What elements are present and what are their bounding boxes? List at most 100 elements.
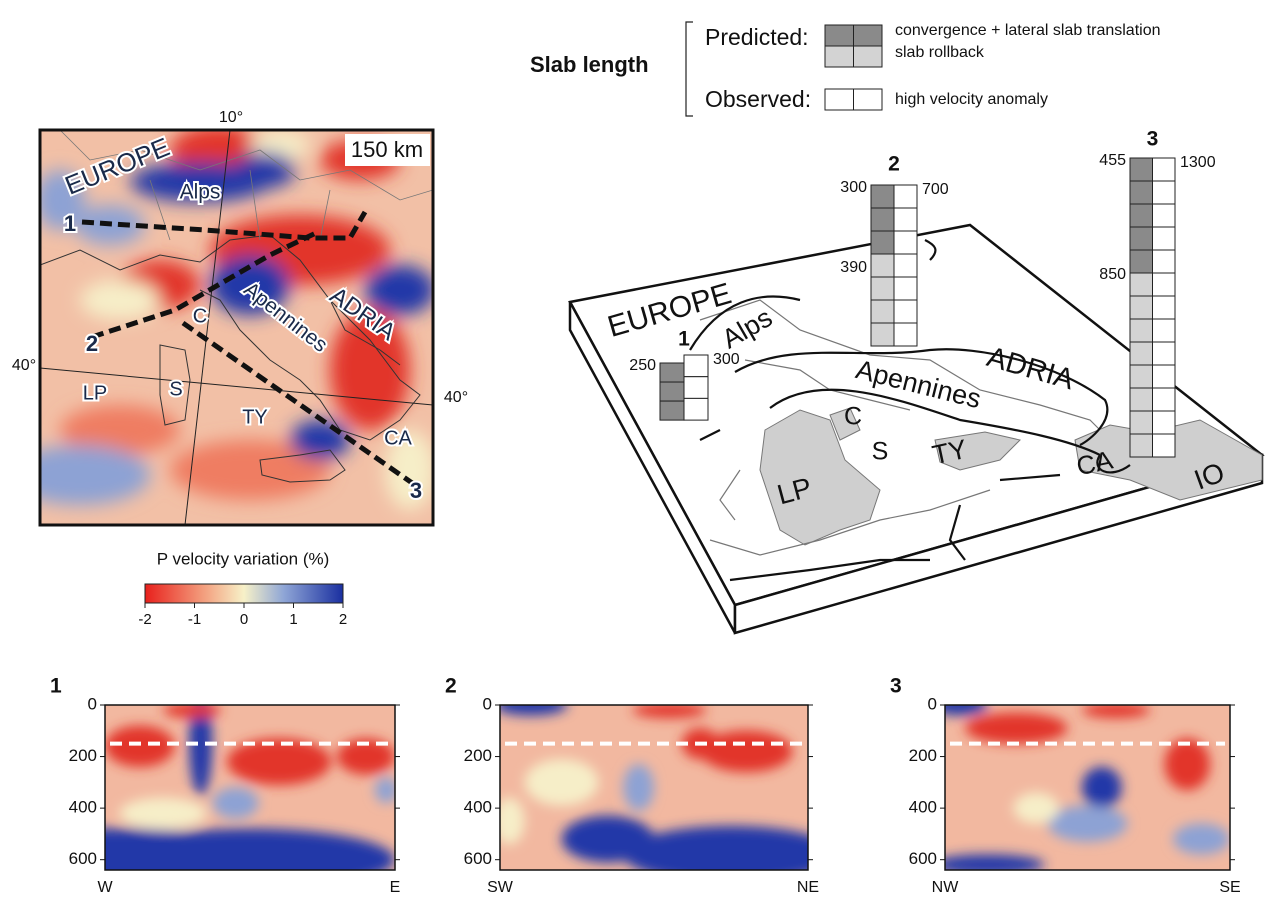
velocity-anomaly [1013,793,1059,824]
velocity-anomaly [623,764,654,811]
predicted-cell [871,300,894,323]
colorbar-tick-label: 1 [289,611,297,628]
shape [145,584,343,603]
label: convergence + lateral slab translation [895,22,1161,39]
observed-cell [894,300,917,323]
observed-cell [684,377,708,399]
velocity-anomaly [1048,805,1128,841]
label: 1 [64,211,76,236]
label: TY [242,406,268,428]
label: 3 [410,478,422,503]
observed-length: 300 [713,351,740,368]
label: S [872,438,889,466]
predicted-cell [1130,434,1153,457]
body: Slab length Predicted: Observed: converg… [0,0,1265,897]
column-label: 1 [678,328,690,351]
label: CA [384,427,412,449]
section-label: 1 [50,675,62,698]
section-start: W [97,879,113,896]
section-start: NW [932,879,960,896]
section-label: 3 [890,675,902,698]
y-tick-label: 600 [69,849,97,868]
velocity-anomaly [80,280,160,320]
label: Alps [180,181,221,204]
predicted-length: 250 [629,357,656,374]
velocity-anomaly [623,826,839,883]
y-tick-label: 0 [483,694,492,713]
predicted-cell [1130,181,1153,204]
observed-cell [684,398,708,420]
predicted-cell [1130,319,1153,342]
predicted-cell [871,208,894,231]
predicted-length: 455 [1099,152,1126,169]
predicted-cell [871,277,894,300]
section-end: E [390,879,401,896]
observed-cell [1153,204,1176,227]
observed-cell [1153,319,1176,342]
predicted-cell [871,185,894,208]
velocity-anomaly [931,854,1045,875]
observed-cell [1153,342,1176,365]
label: P velocity variation (%) [157,549,330,568]
cross-section [0,692,398,891]
cross-section [494,695,839,884]
tomography-map: 150 km EUROPE Alps Apennines ADRIA LP S … [10,125,435,525]
label: 2 [86,331,98,356]
y-tick-label: 200 [909,746,937,765]
observed-cell [1153,158,1176,181]
predicted-cell [871,323,894,346]
observed-cell [894,185,917,208]
predicted-cell [871,254,894,277]
label: 150 km [351,137,423,162]
y-tick-label: 400 [909,798,937,817]
cross-section [931,695,1230,876]
predicted-cell [1130,250,1153,273]
velocity-anomaly [120,798,207,829]
velocity-anomaly [1173,823,1230,854]
y-tick-label: 600 [909,849,937,868]
page: Slab length figure {"legend": {"title": … [0,0,1265,897]
velocity-anomaly [562,816,654,863]
observed-cell [1153,434,1176,457]
label: LP [83,382,107,404]
predicted-cell [1130,158,1153,181]
block-diagram: EUROPE Alps ADRIA Apennines C S TY CA LP… [570,128,1262,633]
section-end: NE [797,879,819,896]
velocity-anomaly [212,787,258,818]
velocity-anomaly [525,759,599,806]
predicted-cell [1130,204,1153,227]
predicted-cell [660,382,684,401]
y-tick-label: 200 [464,746,492,765]
label: C [193,305,207,327]
shape: -2-1012 [138,603,347,628]
label: C [844,403,862,431]
label: Predicted: [705,24,809,50]
observed-cell [894,208,917,231]
predicted-cell [871,231,894,254]
label: Observed: [705,86,811,112]
predicted-cell [1130,411,1153,434]
velocity-anomaly [290,420,350,460]
observed-cell [1153,181,1176,204]
predicted-cell [1130,273,1153,296]
observed-cell [894,231,917,254]
observed-cell [1153,250,1176,273]
predicted-cell [1130,365,1153,388]
observed-cell [1153,388,1176,411]
colorbar-tick-label: 2 [339,611,347,628]
shape: 02004006001WE02004006002SWNE02004006003N… [0,675,1241,897]
velocity-anomaly [227,738,331,785]
observed-cell [1153,365,1176,388]
label: Slab length [530,52,649,77]
observed-cell [894,277,917,300]
column-label: 2 [888,153,900,176]
velocity-anomaly [1164,738,1210,790]
rollback-start: 390 [840,259,867,276]
predicted-cell [660,363,684,382]
colorbar-tick-label: -1 [188,611,201,628]
figure: Slab length Predicted: Observed: converg… [0,0,1265,897]
section-label: 2 [445,675,457,698]
observed-length: 700 [922,181,949,198]
label: 40° [12,357,36,374]
label: 40° [444,389,468,406]
